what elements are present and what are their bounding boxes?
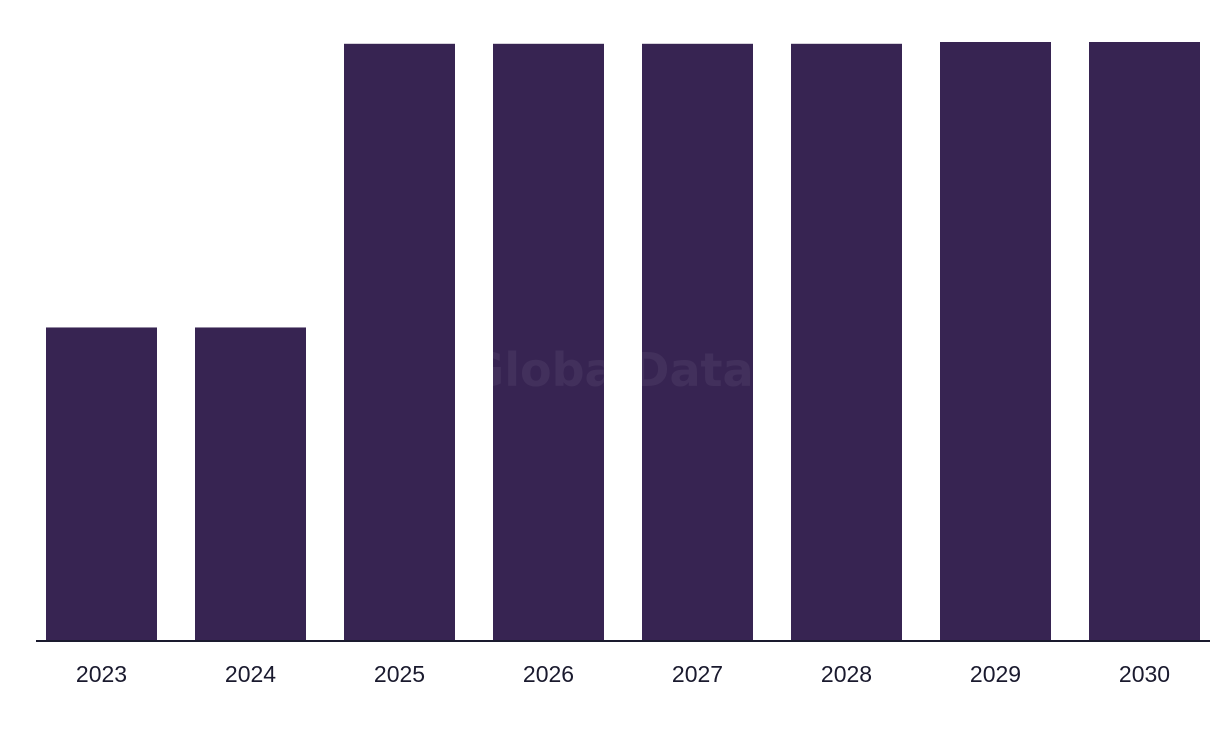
x-axis-tick-labels: 2023 2024 2025 2026 2027 2028 2029 2030 <box>76 661 1170 687</box>
watermark: GlobalData <box>466 343 753 397</box>
bar-2023 <box>46 327 157 641</box>
x-tick-label-2024: 2024 <box>225 661 276 687</box>
bar-2027 <box>642 43 753 641</box>
bar-series <box>46 42 1200 641</box>
x-tick-label-2028: 2028 <box>821 661 872 687</box>
x-tick-label-2023: 2023 <box>76 661 127 687</box>
bar-2030 <box>1089 42 1200 641</box>
bar-2028 <box>791 43 902 641</box>
x-tick-label-2030: 2030 <box>1119 661 1170 687</box>
bar-2026 <box>493 43 604 641</box>
x-tick-label-2029: 2029 <box>970 661 1021 687</box>
x-tick-label-2027: 2027 <box>672 661 723 687</box>
x-tick-label-2026: 2026 <box>523 661 574 687</box>
bar-2025 <box>344 43 455 641</box>
x-tick-label-2025: 2025 <box>374 661 425 687</box>
bar-2024 <box>195 327 306 641</box>
bar-2029 <box>940 42 1051 641</box>
